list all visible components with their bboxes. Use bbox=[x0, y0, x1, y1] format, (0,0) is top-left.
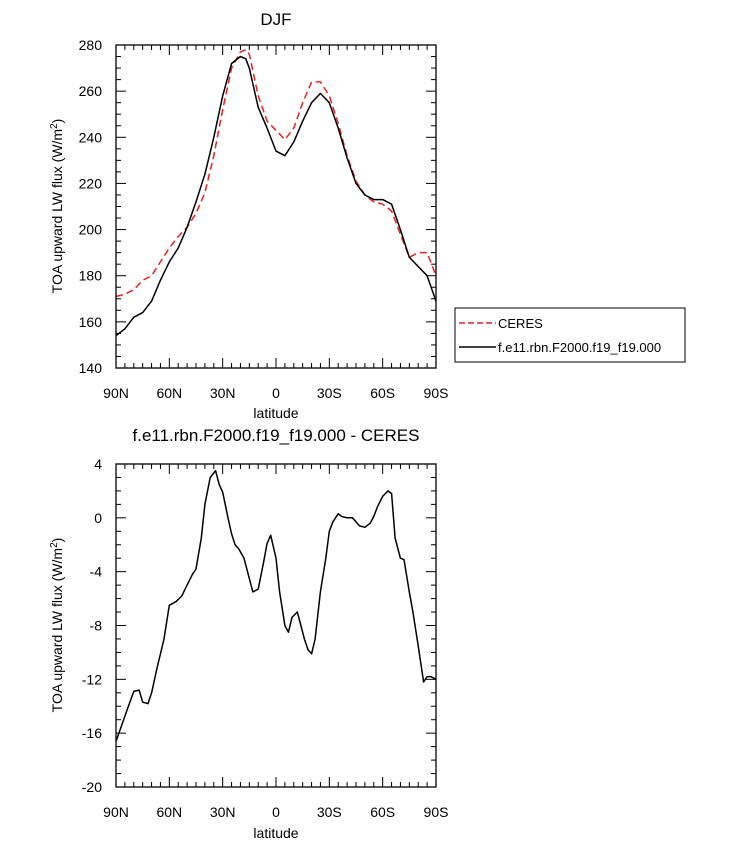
bottom-panel: f.e11.rbn.F2000.f19_f19.000 - CERES 90N 6… bbox=[49, 426, 448, 841]
legend-label-ceres: CERES bbox=[498, 316, 543, 331]
bottom-y-tick-label: -20 bbox=[82, 779, 102, 795]
top-x-tick-label: 60N bbox=[156, 385, 182, 401]
top-y-axis-label-close: ) bbox=[49, 119, 65, 124]
legend: CERES f.e11.rbn.F2000.f19_f19.000 bbox=[454, 307, 686, 363]
legend-label-model: f.e11.rbn.F2000.f19_f19.000 bbox=[498, 340, 661, 355]
bottom-y-tick-label: 0 bbox=[94, 510, 102, 526]
bottom-y-tick-label: -8 bbox=[90, 618, 103, 634]
bottom-y-axis-label: TOA upward LW flux (W/m2) bbox=[49, 538, 65, 713]
bottom-y-tick-label: -4 bbox=[90, 564, 103, 580]
bottom-x-tick-label: 30N bbox=[210, 804, 236, 820]
top-y-tick-label: 240 bbox=[79, 129, 103, 145]
top-plot-frame bbox=[115, 44, 437, 369]
bottom-x-tick-label: 30S bbox=[317, 804, 342, 820]
bottom-y-axis-label-sup: 2 bbox=[49, 542, 60, 548]
top-y-axis-label: TOA upward LW flux (W/m2) bbox=[49, 119, 65, 294]
bottom-y-axis-label-text: TOA upward LW flux (W/m bbox=[49, 548, 65, 712]
top-y-tick-label: 220 bbox=[79, 175, 103, 191]
top-y-tick-label: 180 bbox=[79, 268, 103, 284]
top-x-tick-label: 30N bbox=[210, 385, 236, 401]
bottom-y-tick-label: 4 bbox=[94, 456, 102, 472]
bottom-y-tick-label: -12 bbox=[82, 671, 102, 687]
top-x-tick-label: 0 bbox=[272, 385, 280, 401]
bottom-y-tick-label: -16 bbox=[82, 725, 102, 741]
top-x-tick-label: 60S bbox=[370, 385, 395, 401]
bottom-x-axis-label: latitude bbox=[253, 825, 298, 841]
bottom-series-line-0 bbox=[115, 469, 437, 742]
top-x-tick-label: 90S bbox=[424, 385, 449, 401]
bottom-x-tick-label: 90N bbox=[103, 804, 129, 820]
bottom-x-tick-label: 60S bbox=[370, 804, 395, 820]
top-y-tick-label: 200 bbox=[79, 222, 103, 238]
bottom-plot-area: 90N 60N 30N 0 30S 60S 90S -20 -16 -12 -8 -4 0 4 bbox=[82, 456, 449, 820]
bottom-chart-title: f.e11.rbn.F2000.f19_f19.000 - CERES bbox=[133, 426, 420, 445]
top-y-axis-label-text: TOA upward LW flux (W/m bbox=[49, 129, 65, 293]
top-chart-title: DJF bbox=[260, 10, 291, 29]
top-x-axis-label: latitude bbox=[253, 405, 298, 421]
bottom-x-tick-label: 60N bbox=[156, 804, 182, 820]
top-series-line-1 bbox=[115, 55, 437, 337]
bottom-y-axis-label-close: ) bbox=[49, 538, 65, 543]
top-y-tick-label: 280 bbox=[79, 37, 103, 53]
top-series-line-0 bbox=[115, 48, 437, 298]
bottom-plot-frame bbox=[115, 463, 437, 788]
top-x-tick-label: 30S bbox=[317, 385, 342, 401]
top-y-tick-label: 140 bbox=[79, 360, 103, 376]
top-y-tick-label: 260 bbox=[79, 83, 103, 99]
top-panel: DJF 90N 60N 30N 0 30S 60S 90S 140 160 180 200 220 24… bbox=[49, 10, 686, 421]
top-y-tick-label: 160 bbox=[79, 314, 103, 330]
bottom-x-tick-label: 90S bbox=[424, 804, 449, 820]
top-x-tick-label: 90N bbox=[103, 385, 129, 401]
legend-box bbox=[454, 307, 686, 363]
bottom-x-tick-label: 0 bbox=[272, 804, 280, 820]
top-y-axis-label-sup: 2 bbox=[49, 123, 60, 129]
top-plot-area: 90N 60N 30N 0 30S 60S 90S 140 160 180 200 220 240 260… bbox=[79, 37, 449, 401]
